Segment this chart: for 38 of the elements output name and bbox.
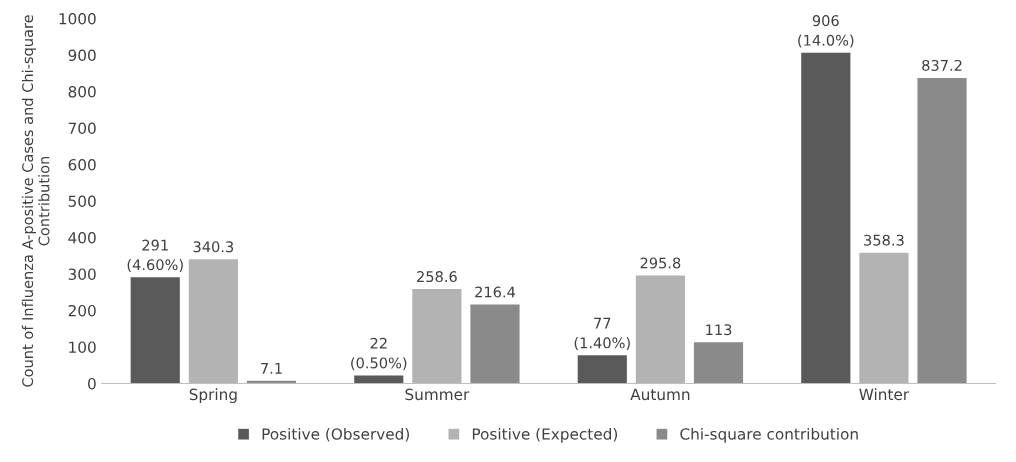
data-label: 77 (1.40%) xyxy=(574,317,630,351)
y-tick-label: 400 xyxy=(68,231,96,244)
bar xyxy=(917,77,967,384)
y-tick-label: 1000 xyxy=(59,12,96,25)
data-label: 216.4 xyxy=(475,286,516,298)
y-axis-title: Count of Influenza A-positive Cases and Chi-square Contribution xyxy=(21,15,50,387)
y-tick-label: 900 xyxy=(68,49,96,61)
bar xyxy=(130,277,180,384)
y-tick-label: 300 xyxy=(68,268,96,280)
legend-label: Positive (Expected) xyxy=(472,427,618,443)
x-tick-label: Autumn xyxy=(630,388,690,401)
bar xyxy=(470,304,520,384)
y-tick-label: 0 xyxy=(88,377,96,390)
y-tick-label: 500 xyxy=(68,195,96,207)
data-label: 906 (14.0%) xyxy=(798,15,854,48)
bar xyxy=(577,355,627,384)
y-tick-label: 600 xyxy=(68,158,96,171)
x-tick-label: Summer xyxy=(405,388,470,401)
data-label: 295.8 xyxy=(640,257,681,269)
bar xyxy=(801,52,851,384)
y-tick-label: 200 xyxy=(68,304,96,317)
data-label: 837.2 xyxy=(922,59,962,71)
x-tick-label: Winter xyxy=(859,388,910,401)
bar xyxy=(354,375,404,384)
data-label: 291 (4.60%) xyxy=(127,239,183,272)
data-label: 258.6 xyxy=(417,271,457,283)
data-label: 113 xyxy=(706,324,732,336)
bar xyxy=(693,342,744,384)
legend-label: Positive (Observed) xyxy=(262,427,409,442)
data-label: 22 (0.50%) xyxy=(351,337,407,371)
legend-label: Chi-square contribution xyxy=(680,427,858,443)
data-label: 340.3 xyxy=(193,241,234,253)
data-label: 358.3 xyxy=(864,234,904,246)
data-label: 7.1 xyxy=(261,363,282,374)
x-tick-label: Spring xyxy=(189,388,237,404)
y-tick-label: 800 xyxy=(68,85,96,98)
y-tick-label: 100 xyxy=(69,341,96,353)
y-tick-label: 700 xyxy=(68,122,96,134)
